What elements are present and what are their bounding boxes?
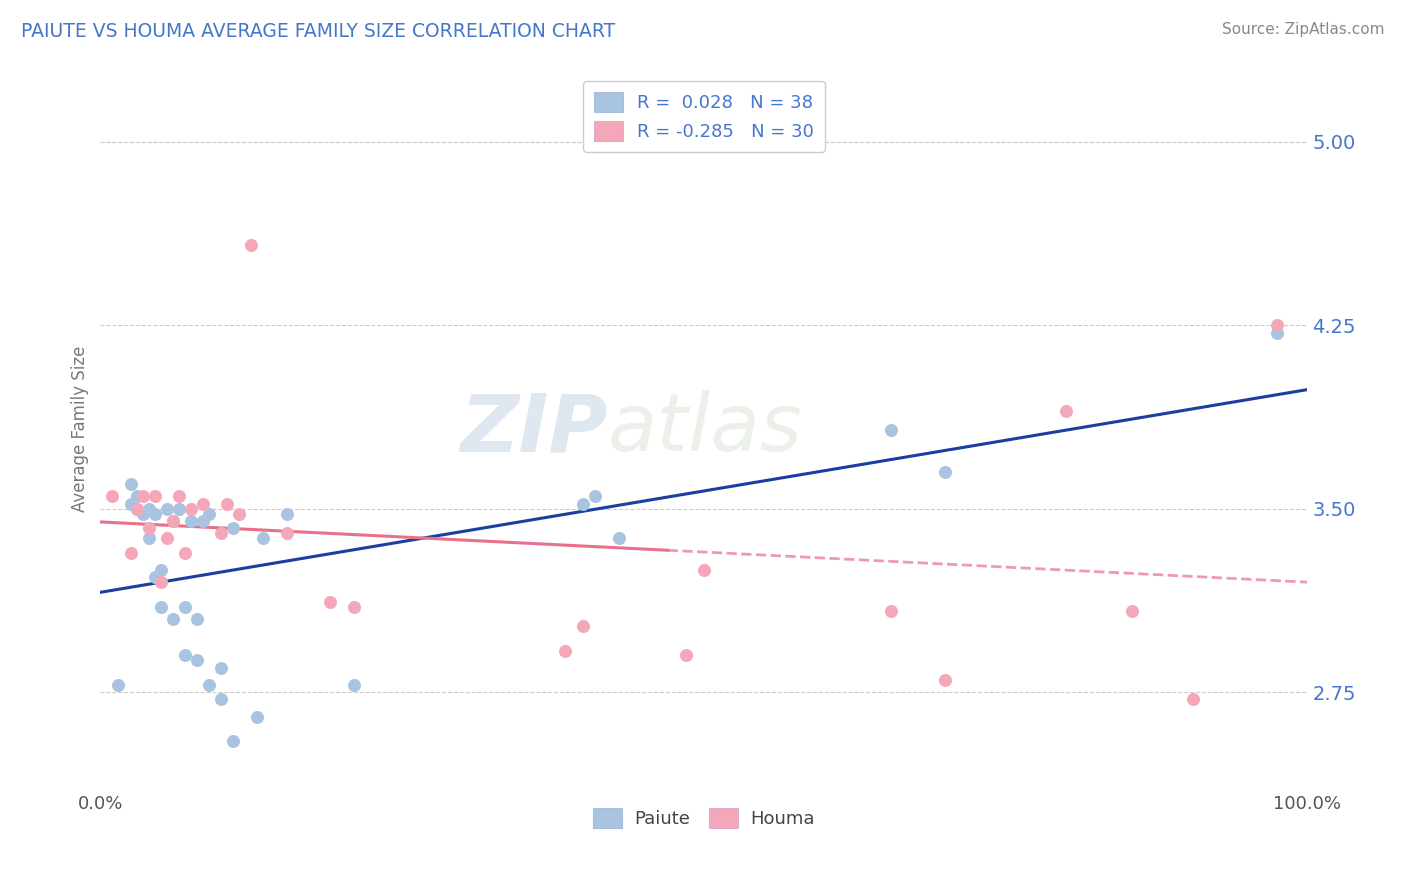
- Point: [149, 563, 172, 577]
- Point: [156, 531, 179, 545]
- Point: [120, 477, 142, 491]
- Point: [125, 501, 148, 516]
- Point: [149, 599, 172, 614]
- Point: [198, 507, 221, 521]
- Text: atlas: atlas: [607, 390, 801, 468]
- Point: [180, 501, 202, 516]
- Point: [167, 501, 190, 516]
- Point: [120, 497, 142, 511]
- Point: [191, 497, 214, 511]
- Point: [101, 490, 124, 504]
- Point: [125, 501, 148, 516]
- Point: [143, 507, 166, 521]
- Point: [107, 678, 129, 692]
- Point: [934, 465, 956, 479]
- Point: [240, 237, 263, 252]
- Point: [209, 660, 232, 674]
- Point: [180, 514, 202, 528]
- Text: PAIUTE VS HOUMA AVERAGE FAMILY SIZE CORRELATION CHART: PAIUTE VS HOUMA AVERAGE FAMILY SIZE CORR…: [21, 22, 616, 41]
- Point: [125, 490, 148, 504]
- Text: ZIP: ZIP: [460, 390, 607, 468]
- Point: [173, 599, 195, 614]
- Point: [222, 734, 245, 748]
- Point: [1265, 326, 1288, 340]
- Text: Source: ZipAtlas.com: Source: ZipAtlas.com: [1222, 22, 1385, 37]
- Point: [143, 490, 166, 504]
- Point: [167, 490, 190, 504]
- Point: [572, 497, 595, 511]
- Point: [693, 563, 716, 577]
- Point: [162, 612, 184, 626]
- Point: [131, 490, 153, 504]
- Point: [173, 648, 195, 663]
- Legend: Paiute, Houma: Paiute, Houma: [586, 801, 823, 835]
- Point: [246, 709, 269, 723]
- Point: [173, 546, 195, 560]
- Point: [1265, 318, 1288, 333]
- Y-axis label: Average Family Size: Average Family Size: [72, 346, 89, 512]
- Point: [222, 521, 245, 535]
- Point: [209, 526, 232, 541]
- Point: [209, 692, 232, 706]
- Point: [143, 570, 166, 584]
- Point: [675, 648, 697, 663]
- Point: [191, 514, 214, 528]
- Point: [217, 497, 239, 511]
- Point: [319, 594, 342, 608]
- Point: [186, 653, 208, 667]
- Point: [554, 643, 576, 657]
- Point: [276, 507, 298, 521]
- Point: [120, 546, 142, 560]
- Point: [156, 501, 179, 516]
- Point: [583, 490, 606, 504]
- Point: [934, 673, 956, 687]
- Point: [1054, 404, 1077, 418]
- Point: [343, 678, 366, 692]
- Point: [138, 531, 160, 545]
- Point: [162, 514, 184, 528]
- Point: [276, 526, 298, 541]
- Point: [880, 424, 903, 438]
- Point: [1121, 604, 1143, 618]
- Point: [149, 575, 172, 590]
- Point: [343, 599, 366, 614]
- Point: [1181, 692, 1204, 706]
- Point: [228, 507, 250, 521]
- Point: [880, 604, 903, 618]
- Point: [138, 501, 160, 516]
- Point: [252, 531, 274, 545]
- Point: [138, 521, 160, 535]
- Point: [162, 514, 184, 528]
- Point: [198, 678, 221, 692]
- Point: [131, 507, 153, 521]
- Point: [609, 531, 631, 545]
- Point: [572, 619, 595, 633]
- Point: [186, 612, 208, 626]
